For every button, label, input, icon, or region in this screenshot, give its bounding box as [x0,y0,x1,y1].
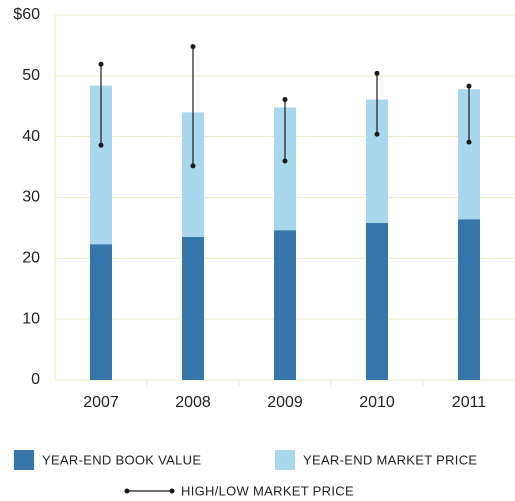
low-marker [374,131,380,137]
legend-dot [124,488,130,494]
legend-dot [169,488,175,494]
bar [366,223,388,380]
legend-label: YEAR-END MARKET PRICE [303,452,477,467]
x-tick-label: 2007 [83,394,119,411]
y-tick-label: 50 [22,67,40,84]
legend-swatch [275,450,295,470]
high-marker [190,44,196,50]
y-tick-label: $60 [13,6,40,23]
x-tick-label: 2010 [359,394,395,411]
bar [182,237,204,380]
x-tick-label: 2011 [452,394,487,411]
bar [458,219,480,380]
low-marker [98,142,104,148]
y-tick-label: 10 [22,310,40,327]
bar [274,230,296,380]
y-tick-label: 40 [22,128,40,145]
x-tick-label: 2009 [267,394,303,411]
low-marker [282,158,288,164]
y-tick-label: 20 [22,250,40,267]
low-marker [466,139,472,145]
legend-label: HIGH/LOW MARKET PRICE [181,483,354,498]
high-marker [374,70,380,76]
high-marker [466,83,472,89]
high-marker [282,97,288,103]
high-marker [98,61,104,67]
y-tick-label: 30 [22,189,40,206]
low-marker [190,163,196,169]
legend-label: YEAR-END BOOK VALUE [42,452,201,467]
legend-swatch [14,450,34,470]
bar [90,244,112,380]
y-tick-label: 0 [31,371,40,388]
x-tick-label: 2008 [175,394,211,411]
